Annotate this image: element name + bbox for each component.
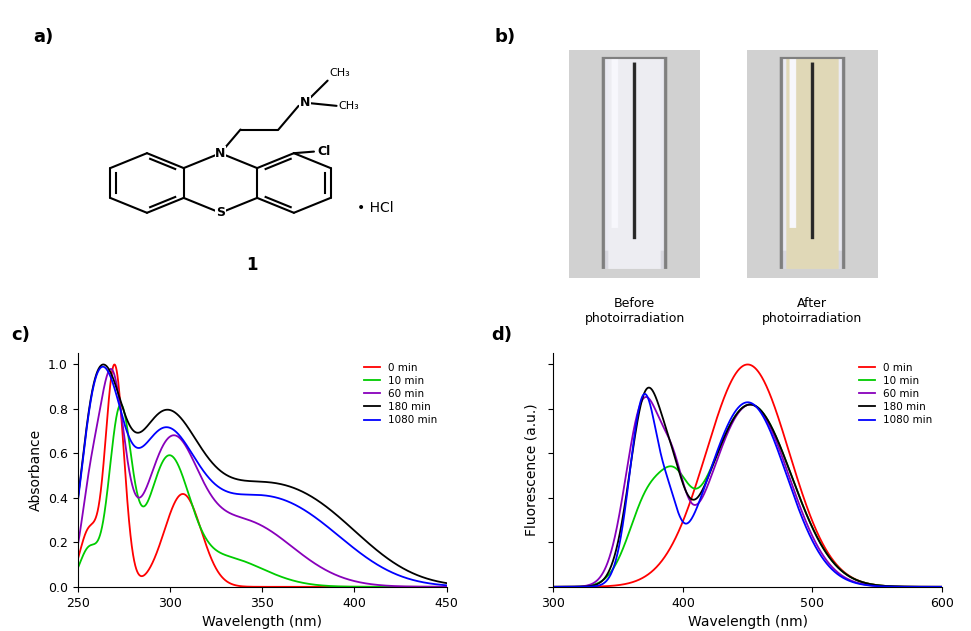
Y-axis label: Absorbance: Absorbance [28, 429, 43, 511]
Legend: 0 min, 10 min, 60 min, 180 min, 1080 min: 0 min, 10 min, 60 min, 180 min, 1080 min [360, 358, 442, 430]
Text: c): c) [12, 326, 30, 344]
Y-axis label: Fluorescence (a.u.): Fluorescence (a.u.) [524, 404, 538, 536]
Legend: 0 min, 10 min, 60 min, 180 min, 1080 min: 0 min, 10 min, 60 min, 180 min, 1080 min [855, 358, 937, 430]
X-axis label: Wavelength (nm): Wavelength (nm) [687, 615, 808, 629]
Text: d): d) [491, 326, 513, 344]
Text: S: S [216, 206, 225, 220]
Text: CH₃: CH₃ [339, 101, 359, 111]
Text: 1: 1 [246, 256, 257, 274]
X-axis label: Wavelength (nm): Wavelength (nm) [202, 615, 322, 629]
Text: • HCl: • HCl [356, 201, 393, 215]
Text: Before
photoirradiation: Before photoirradiation [585, 297, 685, 324]
Text: After
photoirradiation: After photoirradiation [761, 297, 862, 324]
Text: Cl: Cl [318, 145, 331, 158]
Text: N: N [216, 146, 225, 160]
Text: b): b) [495, 28, 516, 47]
Text: a): a) [33, 28, 53, 47]
Text: CH₃: CH₃ [330, 68, 351, 78]
Text: N: N [300, 96, 311, 109]
